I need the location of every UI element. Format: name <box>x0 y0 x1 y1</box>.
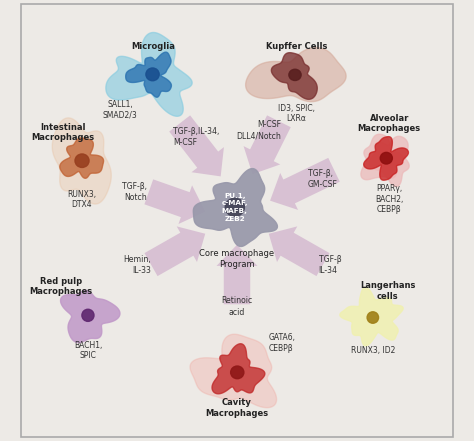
Text: Intestinal
Macrophages: Intestinal Macrophages <box>31 123 94 142</box>
Polygon shape <box>340 288 403 346</box>
Polygon shape <box>145 179 205 224</box>
Text: Core macrophage
Program: Core macrophage Program <box>200 249 274 269</box>
Polygon shape <box>126 52 172 97</box>
Text: RUNX3,
DTX4: RUNX3, DTX4 <box>67 190 96 209</box>
Text: PPARγ,
BACH2,
CEBPβ: PPARγ, BACH2, CEBPβ <box>375 184 403 214</box>
Text: PU.1,
c-MAF,
MAFB,
ZEB2: PU.1, c-MAF, MAFB, ZEB2 <box>221 193 248 222</box>
Polygon shape <box>364 137 409 180</box>
Polygon shape <box>193 168 277 247</box>
Text: Kupffer Cells: Kupffer Cells <box>266 42 327 51</box>
Text: Hemin,
IL-33: Hemin, IL-33 <box>123 254 151 275</box>
Text: TGF-β,IL-34,
M-CSF: TGF-β,IL-34, M-CSF <box>173 127 219 147</box>
Text: Alveolar
Macrophages: Alveolar Macrophages <box>357 114 421 133</box>
Polygon shape <box>60 138 103 178</box>
Ellipse shape <box>225 198 245 217</box>
Polygon shape <box>169 116 224 176</box>
Polygon shape <box>369 136 409 187</box>
Ellipse shape <box>231 366 244 379</box>
Text: TGF-β,
Notch: TGF-β, Notch <box>122 182 146 202</box>
Text: M-CSF
DLL4/Notch: M-CSF DLL4/Notch <box>236 120 281 140</box>
Ellipse shape <box>75 154 89 168</box>
Polygon shape <box>106 33 192 116</box>
Text: Retinoic
acid: Retinoic acid <box>221 296 253 317</box>
Polygon shape <box>212 344 265 394</box>
Ellipse shape <box>289 69 301 81</box>
Text: BACH1,
SPIC: BACH1, SPIC <box>74 341 102 360</box>
Text: Microglia: Microglia <box>131 42 175 51</box>
Text: TGF-β
IL-34: TGF-β IL-34 <box>319 254 341 275</box>
Polygon shape <box>217 245 257 304</box>
Text: TGF-β,
GM-CSF: TGF-β, GM-CSF <box>308 169 337 189</box>
Text: SALL1,
SMAD2/3: SALL1, SMAD2/3 <box>103 100 137 119</box>
Polygon shape <box>61 290 120 343</box>
Polygon shape <box>246 48 346 102</box>
Text: Red pulp
Macrophages: Red pulp Macrophages <box>29 277 92 296</box>
Text: ID3, SPIC,
LXRα: ID3, SPIC, LXRα <box>278 104 315 123</box>
Polygon shape <box>269 226 329 276</box>
Text: Cavity
Macrophages: Cavity Macrophages <box>205 398 269 418</box>
Polygon shape <box>145 226 205 276</box>
Ellipse shape <box>380 153 392 164</box>
Text: Langerhans
cells: Langerhans cells <box>360 281 416 301</box>
Ellipse shape <box>146 68 159 81</box>
Text: RUNX3, ID2: RUNX3, ID2 <box>351 346 395 355</box>
Polygon shape <box>361 134 403 180</box>
Ellipse shape <box>367 312 379 323</box>
Polygon shape <box>190 334 276 407</box>
Polygon shape <box>52 118 111 204</box>
Polygon shape <box>244 116 291 174</box>
Polygon shape <box>272 52 317 99</box>
Text: GATA6,
CEBPβ: GATA6, CEBPβ <box>269 333 296 353</box>
Ellipse shape <box>82 309 94 321</box>
Polygon shape <box>270 158 340 210</box>
